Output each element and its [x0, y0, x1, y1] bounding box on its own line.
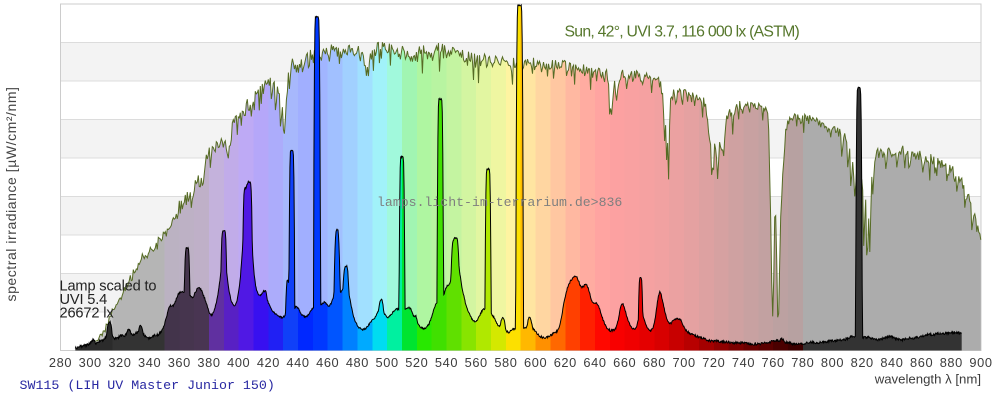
svg-text:820: 820	[851, 355, 874, 370]
svg-text:900: 900	[969, 355, 992, 370]
svg-text:660: 660	[613, 355, 636, 370]
svg-text:580: 580	[494, 355, 517, 370]
svg-text:520: 520	[405, 355, 428, 370]
svg-text:460: 460	[316, 355, 339, 370]
svg-text:320: 320	[108, 355, 131, 370]
svg-text:720: 720	[702, 355, 725, 370]
svg-text:spectral irradiance [µW/cm²/nm: spectral irradiance [µW/cm²/nm]	[3, 87, 19, 302]
svg-text:340: 340	[138, 355, 161, 370]
svg-text:280: 280	[49, 355, 72, 370]
svg-text:860: 860	[910, 355, 933, 370]
svg-text:640: 640	[583, 355, 606, 370]
svg-text:740: 740	[732, 355, 755, 370]
svg-text:560: 560	[465, 355, 488, 370]
svg-text:780: 780	[791, 355, 814, 370]
svg-text:680: 680	[643, 355, 666, 370]
svg-text:360: 360	[168, 355, 191, 370]
svg-text:600: 600	[524, 355, 547, 370]
svg-text:400: 400	[227, 355, 250, 370]
svg-text:840: 840	[880, 355, 903, 370]
svg-text:Lamp scaled to: Lamp scaled to	[60, 279, 157, 295]
svg-text:440: 440	[286, 355, 309, 370]
svg-text:500: 500	[376, 355, 399, 370]
svg-text:300: 300	[79, 355, 102, 370]
svg-text:700: 700	[673, 355, 696, 370]
svg-text:760: 760	[762, 355, 785, 370]
svg-text:SW115 (LIH UV Master Junior 15: SW115 (LIH UV Master Junior 150)	[20, 378, 275, 393]
svg-text:540: 540	[435, 355, 458, 370]
svg-text:480: 480	[346, 355, 369, 370]
svg-text:420: 420	[257, 355, 280, 370]
svg-text:UVI 5.4: UVI 5.4	[60, 292, 108, 308]
svg-text:620: 620	[554, 355, 577, 370]
svg-text:Sun, 42°, UVI 3.7, 116 000 lx: Sun, 42°, UVI 3.7, 116 000 lx (ASTM)	[565, 24, 800, 41]
svg-text:800: 800	[821, 355, 844, 370]
svg-text:26672 lx: 26672 lx	[60, 305, 115, 321]
svg-text:380: 380	[197, 355, 220, 370]
svg-text:lamps.licht-im-terrarium.de>83: lamps.licht-im-terrarium.de>836	[377, 195, 622, 210]
svg-text:880: 880	[940, 355, 963, 370]
svg-text:wavelength λ [nm]: wavelength λ [nm]	[874, 372, 981, 387]
